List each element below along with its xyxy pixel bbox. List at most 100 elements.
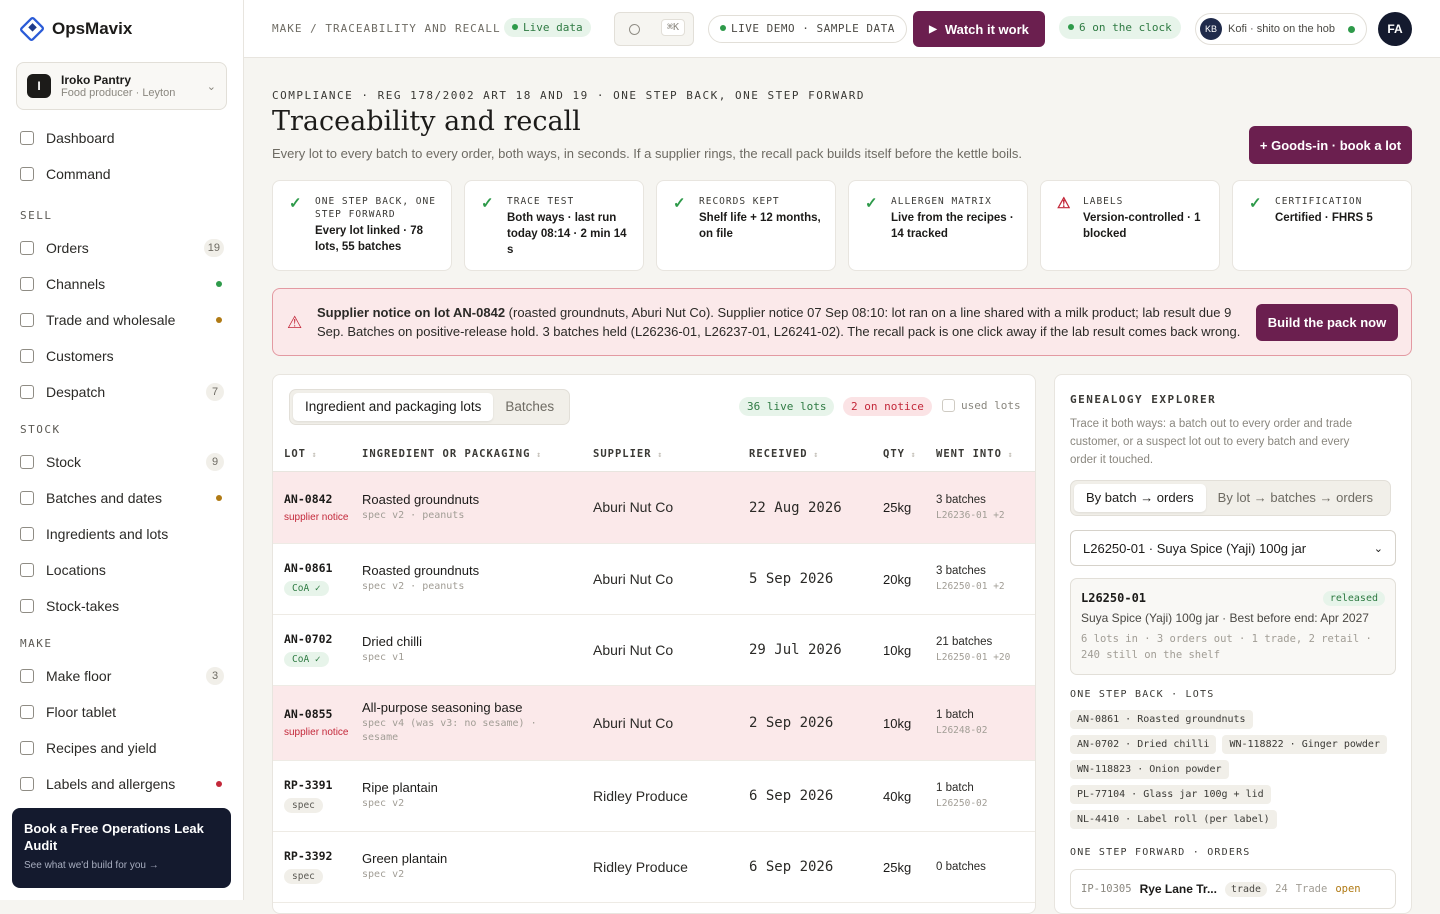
- build-pack-button[interactable]: Build the pack now: [1256, 304, 1398, 341]
- sidebar-item-trade-and-wholesale[interactable]: Trade and wholesale: [0, 302, 244, 338]
- watch-it-work-button[interactable]: ▶ Watch it work: [913, 11, 1045, 47]
- compliance-check-card[interactable]: ✓ CERTIFICATION Certified · FHRS 5: [1232, 180, 1412, 271]
- compliance-check-card[interactable]: ⚠ LABELS Version-controlled · 1 blocked: [1040, 180, 1220, 271]
- table-row[interactable]: AN-0842 supplier notice Roasted groundnuts…: [273, 471, 1035, 544]
- sidebar-item-dashboard[interactable]: Dashboard: [0, 120, 244, 156]
- on-the-clock-badge[interactable]: 6 on the clock: [1059, 16, 1181, 39]
- breadcrumb: MAKE / TRACEABILITY AND RECALL: [272, 22, 501, 35]
- tab-by-batch[interactable]: By batch → orders: [1074, 484, 1206, 512]
- sidebar-item-command[interactable]: Command: [0, 156, 244, 192]
- compliance-check-card[interactable]: ✓ TRACE TEST Both ways · last run today 08…: [464, 180, 644, 271]
- went-into-count[interactable]: 3 batches: [936, 493, 986, 506]
- table-row[interactable]: AN-0702 CoA ✓ Dried chilli spec v1 Aburi Nut…: [273, 614, 1035, 686]
- column-header[interactable]: RECEIVED ↕: [749, 437, 883, 472]
- lot-id[interactable]: AN-0855: [284, 707, 333, 721]
- lot-id[interactable]: RP-3391: [284, 778, 333, 792]
- sidebar-item-label: Trade and wholesale: [46, 312, 176, 328]
- sidebar-item-ingredients-and-lots[interactable]: Ingredients and lots: [0, 516, 244, 552]
- table-row[interactable]: AN-0855 supplier notice All-purpose season…: [273, 685, 1035, 761]
- sort-icon: ↕: [305, 449, 318, 459]
- column-header[interactable]: SUPPLIER ↕: [593, 437, 749, 472]
- sidebar-item-batches-and-dates[interactable]: Batches and dates: [0, 480, 244, 516]
- received-date: 5 Sep 2026: [749, 571, 834, 587]
- batch-summary: 6 lots in · 3 orders out · 1 trade, 2 re…: [1081, 633, 1372, 661]
- sidebar-item-stock-takes[interactable]: Stock-takes: [0, 588, 244, 624]
- sidebar-item-stock[interactable]: Stock 9: [0, 444, 244, 480]
- received-cell: 2 Sep 2026: [749, 685, 883, 761]
- column-header[interactable]: INGREDIENT OR PACKAGING ↕: [362, 437, 593, 472]
- lot-chip[interactable]: PL-77104 · Glass jar 100g + lid: [1070, 785, 1271, 804]
- column-header[interactable]: QTY ↕: [883, 437, 936, 472]
- went-into-count[interactable]: 3 batches: [936, 565, 986, 577]
- sidebar-item-make-floor[interactable]: Make floor 3: [0, 658, 244, 694]
- sidebar-item-despatch[interactable]: Despatch 7: [0, 374, 244, 410]
- table-row[interactable]: RP-3391 spec Ripe plantain spec v2 Ridley Pr…: [273, 760, 1035, 832]
- went-into-batches: L26248-02: [936, 725, 988, 736]
- sidebar-item-channels[interactable]: Channels: [0, 266, 244, 302]
- compliance-check-card[interactable]: ✓ RECORDS KEPT Shelf life + 12 months, on …: [656, 180, 836, 271]
- went-into-batches: L26236-01 +2: [936, 509, 1005, 521]
- lot-chip[interactable]: NL-4410 · Label roll (per label): [1070, 810, 1277, 829]
- lot-cell: AN-0702 CoA ✓: [273, 614, 362, 686]
- shortcut-hint: ⌘K: [661, 19, 686, 36]
- top-bar: MAKE / TRACEABILITY AND RECALL Live data…: [244, 0, 1440, 58]
- went-into-batches: L26250-01 +2: [936, 581, 1005, 592]
- tab-by-lot[interactable]: By lot → batches → orders: [1217, 490, 1373, 505]
- order-qty: 24: [1275, 883, 1288, 895]
- went-into-count[interactable]: 1 batch: [936, 709, 974, 721]
- sidebar-item-label: Batches and dates: [46, 490, 162, 506]
- lots-table: LOT ↕ INGREDIENT OR PACKAGING ↕ SUPPLIER ↕…: [273, 437, 1035, 903]
- compliance-check-card[interactable]: ✓ ONE STEP BACK, ONE STEP FORWARD Every lo…: [272, 180, 452, 271]
- sidebar-item-customers[interactable]: Customers: [0, 338, 244, 374]
- supplier-cell: Aburi Nut Co: [593, 471, 749, 544]
- went-into-count[interactable]: 1 batch: [936, 782, 974, 794]
- went-into-count[interactable]: 0 batches: [936, 860, 986, 873]
- lot-id[interactable]: AN-0842: [284, 491, 333, 506]
- goods-in-button[interactable]: + Goods-in · book a lot: [1249, 126, 1412, 164]
- table-row[interactable]: AN-0861 CoA ✓ Roasted groundnuts spec v2 · …: [273, 543, 1035, 615]
- coa-badge: CoA ✓: [284, 581, 329, 596]
- column-label: QTY: [883, 447, 905, 460]
- back-lots-list: AN-0861 · Roasted groundnuts AN-0702 · Dr…: [1070, 710, 1405, 829]
- used-lots-checkbox[interactable]: [942, 399, 955, 412]
- sidebar-item-label: Command: [46, 166, 111, 182]
- org-switcher[interactable]: I Iroko Pantry Food producer · Leyton ⌄: [16, 62, 227, 110]
- org-subtitle: Food producer · Leyton: [61, 87, 176, 99]
- lot-chip[interactable]: AN-0861 · Roasted groundnuts: [1070, 710, 1253, 729]
- check-icon: ✓: [481, 195, 494, 212]
- avatar[interactable]: FA: [1378, 12, 1412, 46]
- lot-chip[interactable]: WN-118823 · Onion powder: [1070, 760, 1229, 779]
- sidebar-item-labels-and-allergens[interactable]: Labels and allergens: [0, 766, 244, 802]
- table-row[interactable]: RP-3392 spec Green plantain spec v2 Ridley P…: [273, 831, 1035, 903]
- sidebar-item-orders[interactable]: Orders 19: [0, 230, 244, 266]
- user-status[interactable]: KB Kofi · shito on the hob: [1195, 13, 1367, 45]
- batch-select[interactable]: L26250-01 · Suya Spice (Yaji) 100g jar ⌄: [1070, 530, 1396, 566]
- alert-body: (roasted groundnuts, Aburi Nut Co). Supp…: [317, 305, 1241, 339]
- lot-id[interactable]: AN-0702: [284, 632, 333, 646]
- qty-cell: 20kg: [883, 543, 936, 615]
- sidebar-item-floor-tablet[interactable]: Floor tablet: [0, 694, 244, 730]
- compliance-check-card[interactable]: ✓ ALLERGEN MATRIX Live from the recipes · …: [848, 180, 1028, 271]
- tab-batches[interactable]: Batches: [505, 399, 555, 414]
- app-logo[interactable]: OpsMavix: [18, 15, 132, 43]
- sidebar-item-locations[interactable]: Locations: [0, 552, 244, 588]
- qty-cell: 25kg: [883, 831, 936, 903]
- audit-cta[interactable]: Book a Free Operations Leak Audit See wh…: [12, 808, 231, 888]
- live-lots-badge[interactable]: 36 live lots: [739, 397, 835, 416]
- column-header[interactable]: WENT INTO ↕: [936, 437, 1035, 472]
- on-notice-badge[interactable]: 2 on notice: [843, 397, 932, 416]
- used-lots-toggle[interactable]: used lots: [942, 399, 1021, 412]
- lot-chip[interactable]: WN-118822 · Ginger powder: [1222, 735, 1387, 754]
- column-header[interactable]: LOT ↕: [273, 437, 362, 472]
- lot-id[interactable]: AN-0861: [284, 561, 333, 575]
- supplier-name: Aburi Nut Co: [593, 570, 674, 587]
- lot-chip[interactable]: AN-0702 · Dried chilli: [1070, 735, 1217, 754]
- lot-id[interactable]: RP-3392: [284, 849, 333, 863]
- went-into-count[interactable]: 21 batches: [936, 636, 993, 648]
- order-row[interactable]: IP-10305 Rye Lane Tr... trade 24 Trade o…: [1070, 869, 1396, 909]
- alert-lead: Supplier notice on lot AN-0842: [317, 305, 506, 320]
- table-header: LOT ↕ INGREDIENT OR PACKAGING ↕ SUPPLIER ↕…: [273, 437, 1035, 472]
- search-button[interactable]: ⌘K: [614, 12, 694, 46]
- tab-ingredient-lots[interactable]: Ingredient and packaging lots: [293, 393, 494, 421]
- sidebar-item-recipes-and-yield[interactable]: Recipes and yield: [0, 730, 244, 766]
